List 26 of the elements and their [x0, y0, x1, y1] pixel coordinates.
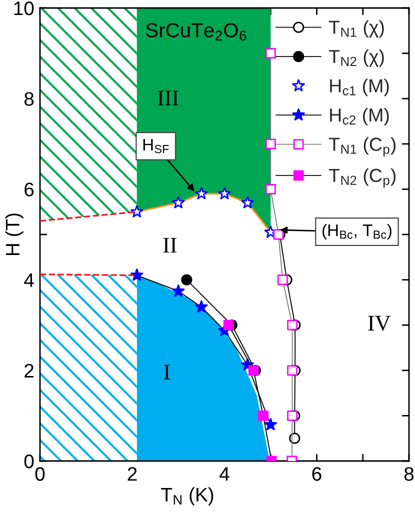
- annotation: III: [158, 90, 178, 106]
- x-tick-label: 6: [312, 467, 322, 481]
- annotation: I: [164, 364, 170, 380]
- y-tick-label: 2: [24, 364, 34, 378]
- y-tick-label: 4: [24, 273, 34, 287]
- legend-label: T$_{N1}$ (χ): [328, 20, 384, 38]
- legend-label: H$_{c2}$ (M): [330, 108, 389, 126]
- legend-label: H$_{c1}$ (M): [330, 78, 389, 96]
- y-tick-label: 6: [24, 182, 34, 196]
- annotation: (H$_{Bc}$, T$_{Bc}$): [322, 224, 392, 240]
- legend-label: T$_{N2}$ (χ): [328, 49, 384, 67]
- y-axis-title: H (T): [5, 214, 24, 256]
- y-tick-label: 0: [24, 454, 34, 468]
- legend-label: T$_{N2}$ (C$_{p}$): [328, 168, 396, 188]
- text: SrCuTe$_{2}$O$_{6}$: [146, 23, 246, 41]
- x-tick-label: 4: [220, 467, 230, 481]
- x-tick-label: 2: [128, 467, 137, 481]
- annotation: H$_{SF}$: [143, 138, 169, 154]
- x-tick-label: 0: [35, 467, 45, 481]
- y-tick-label: 8: [24, 92, 34, 106]
- x-axis-title: T$_{N}$ (K): [161, 487, 214, 506]
- annotation: IV: [368, 316, 391, 331]
- x-tick-label: 8: [404, 467, 414, 481]
- annotation: II: [163, 238, 177, 253]
- y-tick-label: 10: [14, 1, 34, 16]
- legend-label: T$_{N1}$ (C$_{p}$): [328, 137, 396, 156]
